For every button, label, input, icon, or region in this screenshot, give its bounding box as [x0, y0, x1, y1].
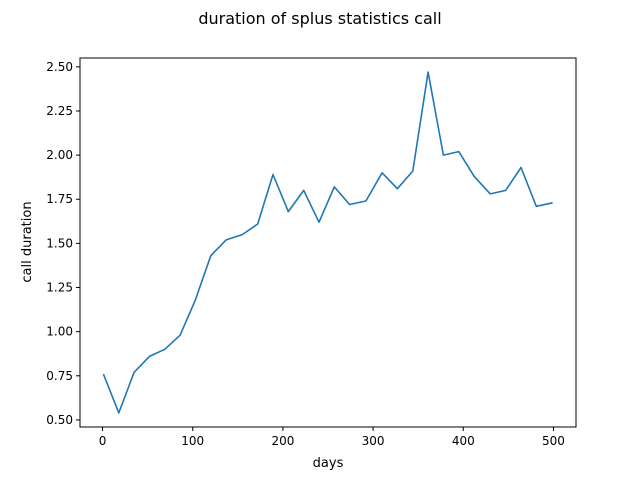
chart-title: duration of splus statistics call	[198, 9, 441, 28]
x-axis-label: days	[313, 456, 344, 471]
y-tick-label: 1.25	[46, 281, 73, 295]
x-tick-label: 300	[362, 434, 385, 448]
x-tick-label: 200	[271, 434, 294, 448]
y-axis-label: call duration	[20, 201, 35, 282]
y-tick-label: 2.25	[46, 104, 73, 118]
y-tick-label: 0.50	[46, 413, 73, 427]
x-tick-label: 500	[542, 434, 565, 448]
y-tick-label: 2.50	[46, 60, 73, 74]
y-axis: 0.50 0.75 1.00 1.25 1.50 1.75 2.00 2.25 2.50	[46, 60, 80, 427]
y-tick-label: 0.75	[46, 369, 73, 383]
y-tick-label: 1.00	[46, 325, 73, 339]
x-axis: 0 100 200 300 400 500	[99, 427, 565, 448]
y-tick-label: 2.00	[46, 148, 73, 162]
x-tick-label: 400	[452, 434, 475, 448]
y-tick-label: 1.50	[46, 236, 73, 250]
x-tick-label: 0	[99, 434, 107, 448]
x-tick-label: 100	[181, 434, 204, 448]
series-line	[102, 71, 553, 414]
y-tick-label: 1.75	[46, 192, 73, 206]
plot-area: 0 100 200 300 400 500 0.50 0.75 1.00 1.25 1.50 1.7…	[46, 57, 577, 448]
axes-frame	[79, 57, 577, 428]
